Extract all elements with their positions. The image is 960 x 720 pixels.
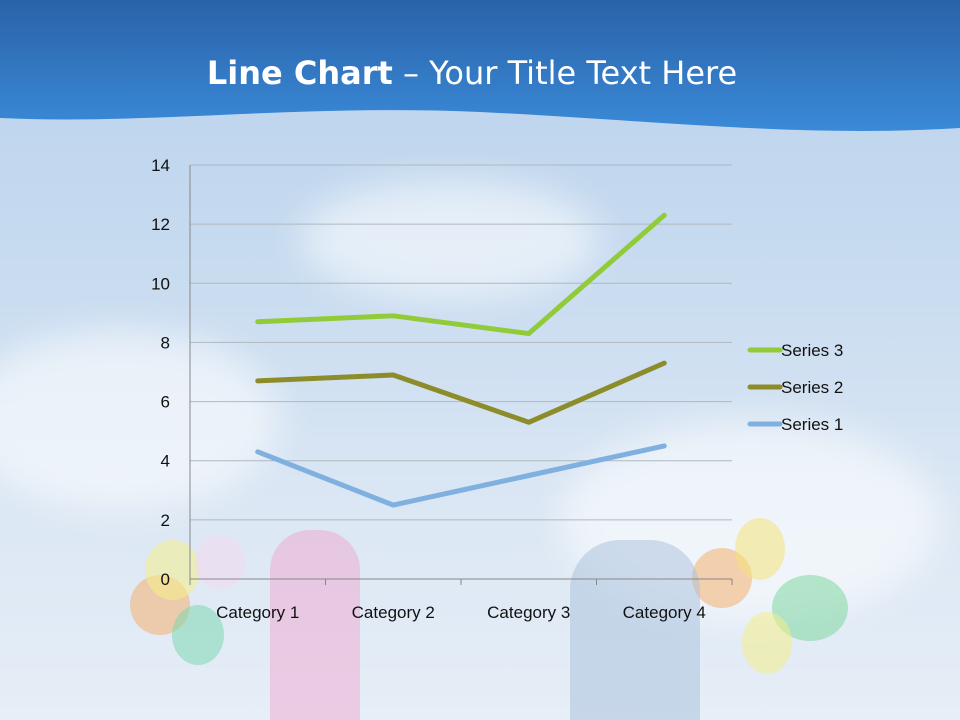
balloon-image	[145, 540, 200, 600]
x-tick-label: Category 4	[623, 603, 706, 622]
balloon-image	[172, 605, 224, 665]
balloon-image	[735, 518, 785, 580]
balloon-image	[742, 612, 792, 674]
legend-label: Series 1	[781, 415, 843, 434]
y-tick-label: 10	[151, 274, 170, 293]
y-tick-label: 8	[161, 333, 170, 352]
slide-title: Line Chart – Your Title Text Here	[0, 54, 944, 92]
y-tick-label: 6	[161, 393, 170, 412]
legend-label: Series 2	[781, 378, 843, 397]
background-cloud	[0, 330, 280, 510]
header-banner	[0, 0, 960, 131]
series-line-3	[255, 212, 667, 337]
y-tick-label: 12	[151, 215, 170, 234]
title-bold: Line Chart	[206, 54, 393, 92]
y-tick-label: 14	[151, 156, 170, 175]
series-line-1	[255, 443, 667, 508]
balloon-image	[195, 535, 245, 590]
x-tick-label: Category 3	[487, 603, 570, 622]
y-tick-label: 0	[161, 570, 170, 589]
series-line-2	[255, 360, 667, 425]
y-tick-label: 2	[161, 511, 170, 530]
person-image	[570, 540, 700, 720]
x-tick-label: Category 2	[352, 603, 435, 622]
legend-label: Series 3	[781, 341, 843, 360]
person-image	[270, 530, 360, 720]
title-rest: – Your Title Text Here	[392, 54, 738, 92]
background-cloud	[300, 180, 600, 300]
y-tick-label: 4	[161, 452, 170, 471]
x-tick-label: Category 1	[216, 603, 299, 622]
